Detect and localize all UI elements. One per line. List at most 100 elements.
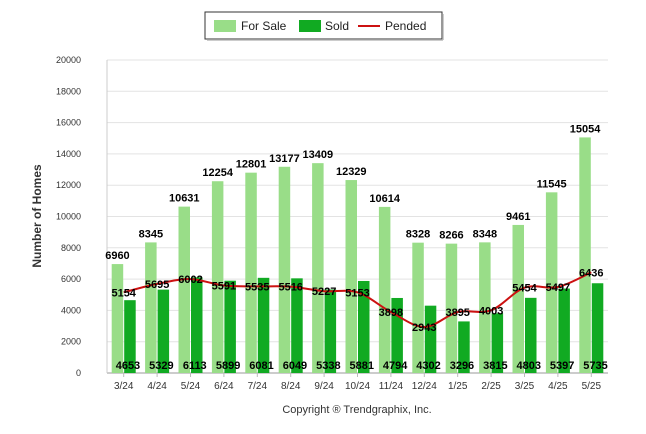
data-label-sold: 3296: [450, 360, 474, 372]
data-label-for-sale: 10631: [169, 193, 200, 205]
bar-sold: [157, 289, 170, 373]
bar-sold: [558, 288, 570, 373]
data-label-sold: 5329: [149, 360, 173, 372]
bar-sold: [525, 297, 537, 373]
y-tick-label: 10000: [56, 212, 81, 222]
bars: [111, 137, 604, 373]
data-label-pended: 3898: [379, 307, 403, 319]
x-tick-label: 11/24: [379, 381, 404, 392]
y-axis-title: Number of Homes: [30, 164, 44, 268]
x-tick-label: 10/24: [345, 381, 370, 392]
x-axis: 3/24 4/24 5/24 6/24 7/24 8/24 9/24 10/24 11/24 12…: [114, 373, 601, 392]
y-tick-label: 4000: [61, 305, 81, 315]
bar-sold: [424, 305, 437, 373]
data-label-sold: 4653: [116, 360, 140, 372]
data-label-sold: 6081: [249, 360, 273, 372]
x-tick-label: 9/24: [314, 381, 334, 392]
y-tick-label: 0: [76, 368, 81, 378]
data-label-for-sale: 12329: [336, 166, 367, 178]
data-label-pended: 5154: [111, 287, 136, 299]
data-label-pended: 5695: [145, 279, 169, 291]
gridlines: [107, 59, 608, 374]
data-label-pended: 5535: [245, 281, 269, 293]
data-label-for-sale: 13409: [303, 149, 334, 161]
data-label-sold: 5338: [316, 360, 340, 372]
data-label-for-sale: 8345: [139, 228, 163, 240]
bar-for-sale: [345, 180, 357, 373]
legend-label-sold: Sold: [325, 19, 349, 33]
y-tick-label: 12000: [56, 180, 81, 190]
data-label-pended: 5454: [512, 283, 537, 295]
data-label-for-sale: 11545: [537, 178, 567, 190]
x-tick-label: 5/24: [181, 381, 201, 392]
bar-for-sale: [245, 172, 257, 373]
x-tick-label: 6/24: [214, 381, 234, 392]
data-label-pended: 3895: [445, 307, 469, 319]
legend-swatch-sold: [299, 20, 321, 32]
data-label-for-sale: 10614: [369, 193, 400, 205]
y-tick-label: 14000: [56, 149, 81, 159]
bar-for-sale: [545, 192, 558, 373]
bar-for-sale: [211, 181, 224, 373]
data-label-sold: 4794: [383, 360, 408, 372]
data-label-pended: 5591: [212, 281, 236, 293]
bar-sold: [191, 277, 203, 373]
bar-for-sale: [145, 242, 157, 373]
bar-sold: [324, 289, 337, 373]
bar-for-sale: [278, 166, 291, 373]
data-label-for-sale: 12801: [236, 159, 267, 171]
x-tick-label: 1/25: [448, 381, 468, 392]
y-tick-label: 6000: [61, 274, 81, 284]
data-label-pended: 5227: [312, 286, 336, 298]
bar-for-sale: [579, 137, 591, 373]
x-tick-label: 12/24: [412, 381, 437, 392]
bar-sold: [458, 321, 470, 373]
data-label-sold: 4803: [517, 360, 541, 372]
data-label-for-sale: 8328: [406, 229, 430, 241]
data-label-pended: 5516: [278, 282, 302, 294]
bar-for-sale: [378, 206, 391, 373]
data-label-sold: 4302: [416, 360, 440, 372]
x-tick-label: 3/25: [515, 381, 535, 392]
legend: For Sale Sold Pended: [204, 11, 444, 41]
data-labels: 6960 4653 8345 5329 10631 6113 12254 5899 12801 6…: [105, 123, 608, 372]
legend-box: [204, 11, 443, 40]
pended-series-line: [123, 271, 592, 328]
bar-sold: [358, 280, 370, 373]
y-tick-label: 8000: [61, 243, 81, 253]
legend-label-for-sale: For Sale: [241, 19, 287, 33]
data-label-for-sale: 8266: [439, 230, 463, 242]
bar-for-sale: [178, 206, 190, 373]
data-label-sold: 3815: [483, 360, 507, 372]
data-label-pended: 5497: [546, 282, 570, 294]
data-label-sold: 5899: [216, 360, 240, 372]
x-tick-label: 2/25: [481, 381, 501, 392]
y-axis: 0 2000 4000 6000 8000 10000 12000 14000 16000 180…: [56, 55, 108, 378]
data-label-for-sale: 9461: [506, 211, 530, 223]
x-tick-label: 7/24: [248, 381, 268, 392]
bar-for-sale: [479, 242, 491, 373]
bar-for-sale: [111, 264, 124, 373]
y-tick-label: 2000: [61, 337, 81, 347]
data-label-pended: 2943: [412, 322, 436, 334]
data-label-pended: 6436: [579, 267, 603, 279]
bar-sold: [124, 300, 136, 373]
data-label-for-sale: 6960: [105, 250, 129, 262]
data-label-sold: 5881: [350, 360, 374, 372]
bar-for-sale: [312, 163, 324, 373]
legend-swatch-for-sale: [214, 20, 236, 32]
bar-for-sale: [445, 243, 458, 373]
data-label-pended: 4003: [479, 305, 503, 317]
data-label-for-sale: 15054: [570, 123, 601, 135]
data-label-for-sale: 13177: [269, 153, 300, 165]
copyright-credit: Copyright ® Trendgraphix, Inc.: [282, 404, 431, 416]
bar-sold: [491, 313, 504, 373]
bar-for-sale: [512, 224, 524, 373]
data-label-sold: 6113: [183, 360, 207, 372]
bar-sold: [391, 297, 403, 373]
data-label-sold: 5735: [583, 360, 607, 372]
y-tick-label: 16000: [56, 118, 81, 128]
pended-line: [123, 271, 592, 328]
